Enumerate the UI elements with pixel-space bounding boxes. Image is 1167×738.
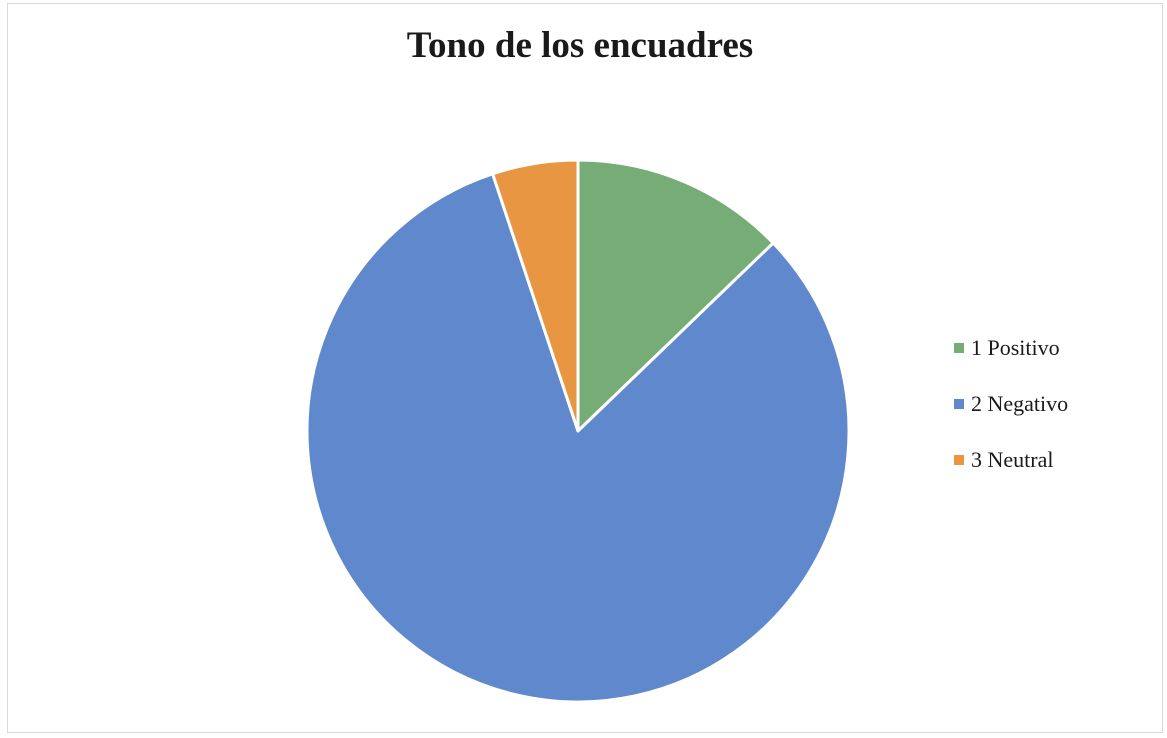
legend-label: 2 Negativo: [971, 391, 1069, 416]
legend-swatch: [954, 399, 964, 409]
legend-swatch: [954, 343, 964, 353]
legend-item-negativo: 2 Negativo: [954, 388, 1068, 420]
slice-neutral: [491, 158, 580, 433]
slice-positivo: [576, 158, 775, 433]
legend-item-positivo: 1 Positivo: [954, 332, 1068, 364]
legend-swatch: [954, 455, 964, 465]
legend-item-neutral: 3 Neutral: [954, 444, 1068, 476]
legend: 1 Positivo 2 Negativo 3 Neutral: [954, 332, 1068, 500]
slice-negativo: [305, 172, 851, 704]
chart-title: Tono de los encuadres: [406, 25, 754, 66]
legend-label: 3 Neutral: [971, 447, 1054, 472]
legend-label: 1 Positivo: [971, 335, 1060, 360]
